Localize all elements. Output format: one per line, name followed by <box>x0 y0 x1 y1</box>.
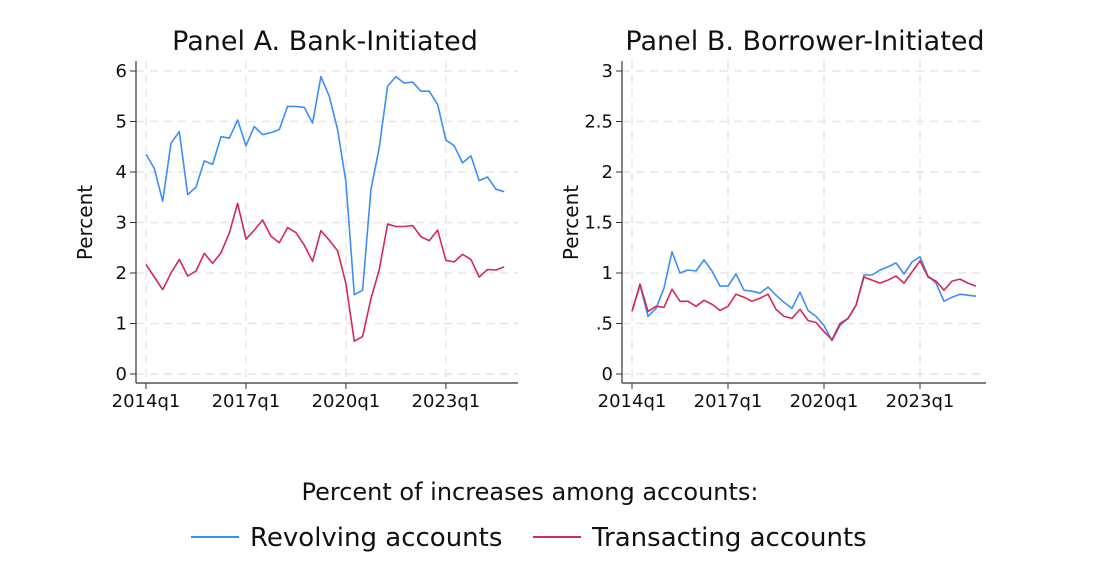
series-line-revolving <box>145 75 505 296</box>
series-line-revolving <box>631 251 977 342</box>
x-tick-label: 2017q1 <box>212 391 281 412</box>
x-tick-label: 2020q1 <box>312 391 381 412</box>
legend-label-transacting: Transacting accounts <box>591 523 867 553</box>
y-tick-label: 0 <box>602 364 613 385</box>
series-line-transacting <box>631 260 977 341</box>
x-tick-label: 2023q1 <box>412 391 481 412</box>
x-tick-label: 2014q1 <box>112 391 181 412</box>
panel-b: Panel B. Borrower-Initiated 0 .5 1 1.5 2 2.5 3 2… <box>559 26 986 412</box>
panel-title: Panel A. Bank-Initiated <box>172 26 478 57</box>
y-tick-label: 1.5 <box>584 213 613 234</box>
y-axis-label: Percent <box>559 185 583 260</box>
y-tick-label: 5 <box>116 112 127 133</box>
legend: Percent of increases among accounts: Rev… <box>191 478 867 553</box>
y-tick-label: 4 <box>116 162 127 183</box>
y-tick-label: 2 <box>602 162 613 183</box>
y-tick-label: 3 <box>116 213 127 234</box>
y-tick-label: 2.5 <box>584 112 613 133</box>
panel-a: Panel A. Bank-Initiated 0 1 2 3 4 5 6 2014q1 2017… <box>73 26 518 412</box>
x-tick-label: 2023q1 <box>886 391 955 412</box>
series-line-transacting <box>145 202 505 343</box>
y-tick-label: 1 <box>602 263 613 284</box>
y-tick-label: 0 <box>116 364 127 385</box>
y-tick-label: .5 <box>596 314 613 335</box>
y-tick-label: 1 <box>116 314 127 335</box>
legend-title: Percent of increases among accounts: <box>301 478 758 506</box>
panel-title: Panel B. Borrower-Initiated <box>625 26 984 57</box>
y-axis-label: Percent <box>73 185 97 260</box>
x-tick-label: 2017q1 <box>694 391 763 412</box>
y-tick-label: 2 <box>116 263 127 284</box>
y-tick-label: 6 <box>116 61 127 82</box>
legend-label-revolving: Revolving accounts <box>250 523 502 553</box>
x-tick-label: 2020q1 <box>790 391 859 412</box>
x-tick-label: 2014q1 <box>598 391 667 412</box>
y-tick-label: 3 <box>602 61 613 82</box>
